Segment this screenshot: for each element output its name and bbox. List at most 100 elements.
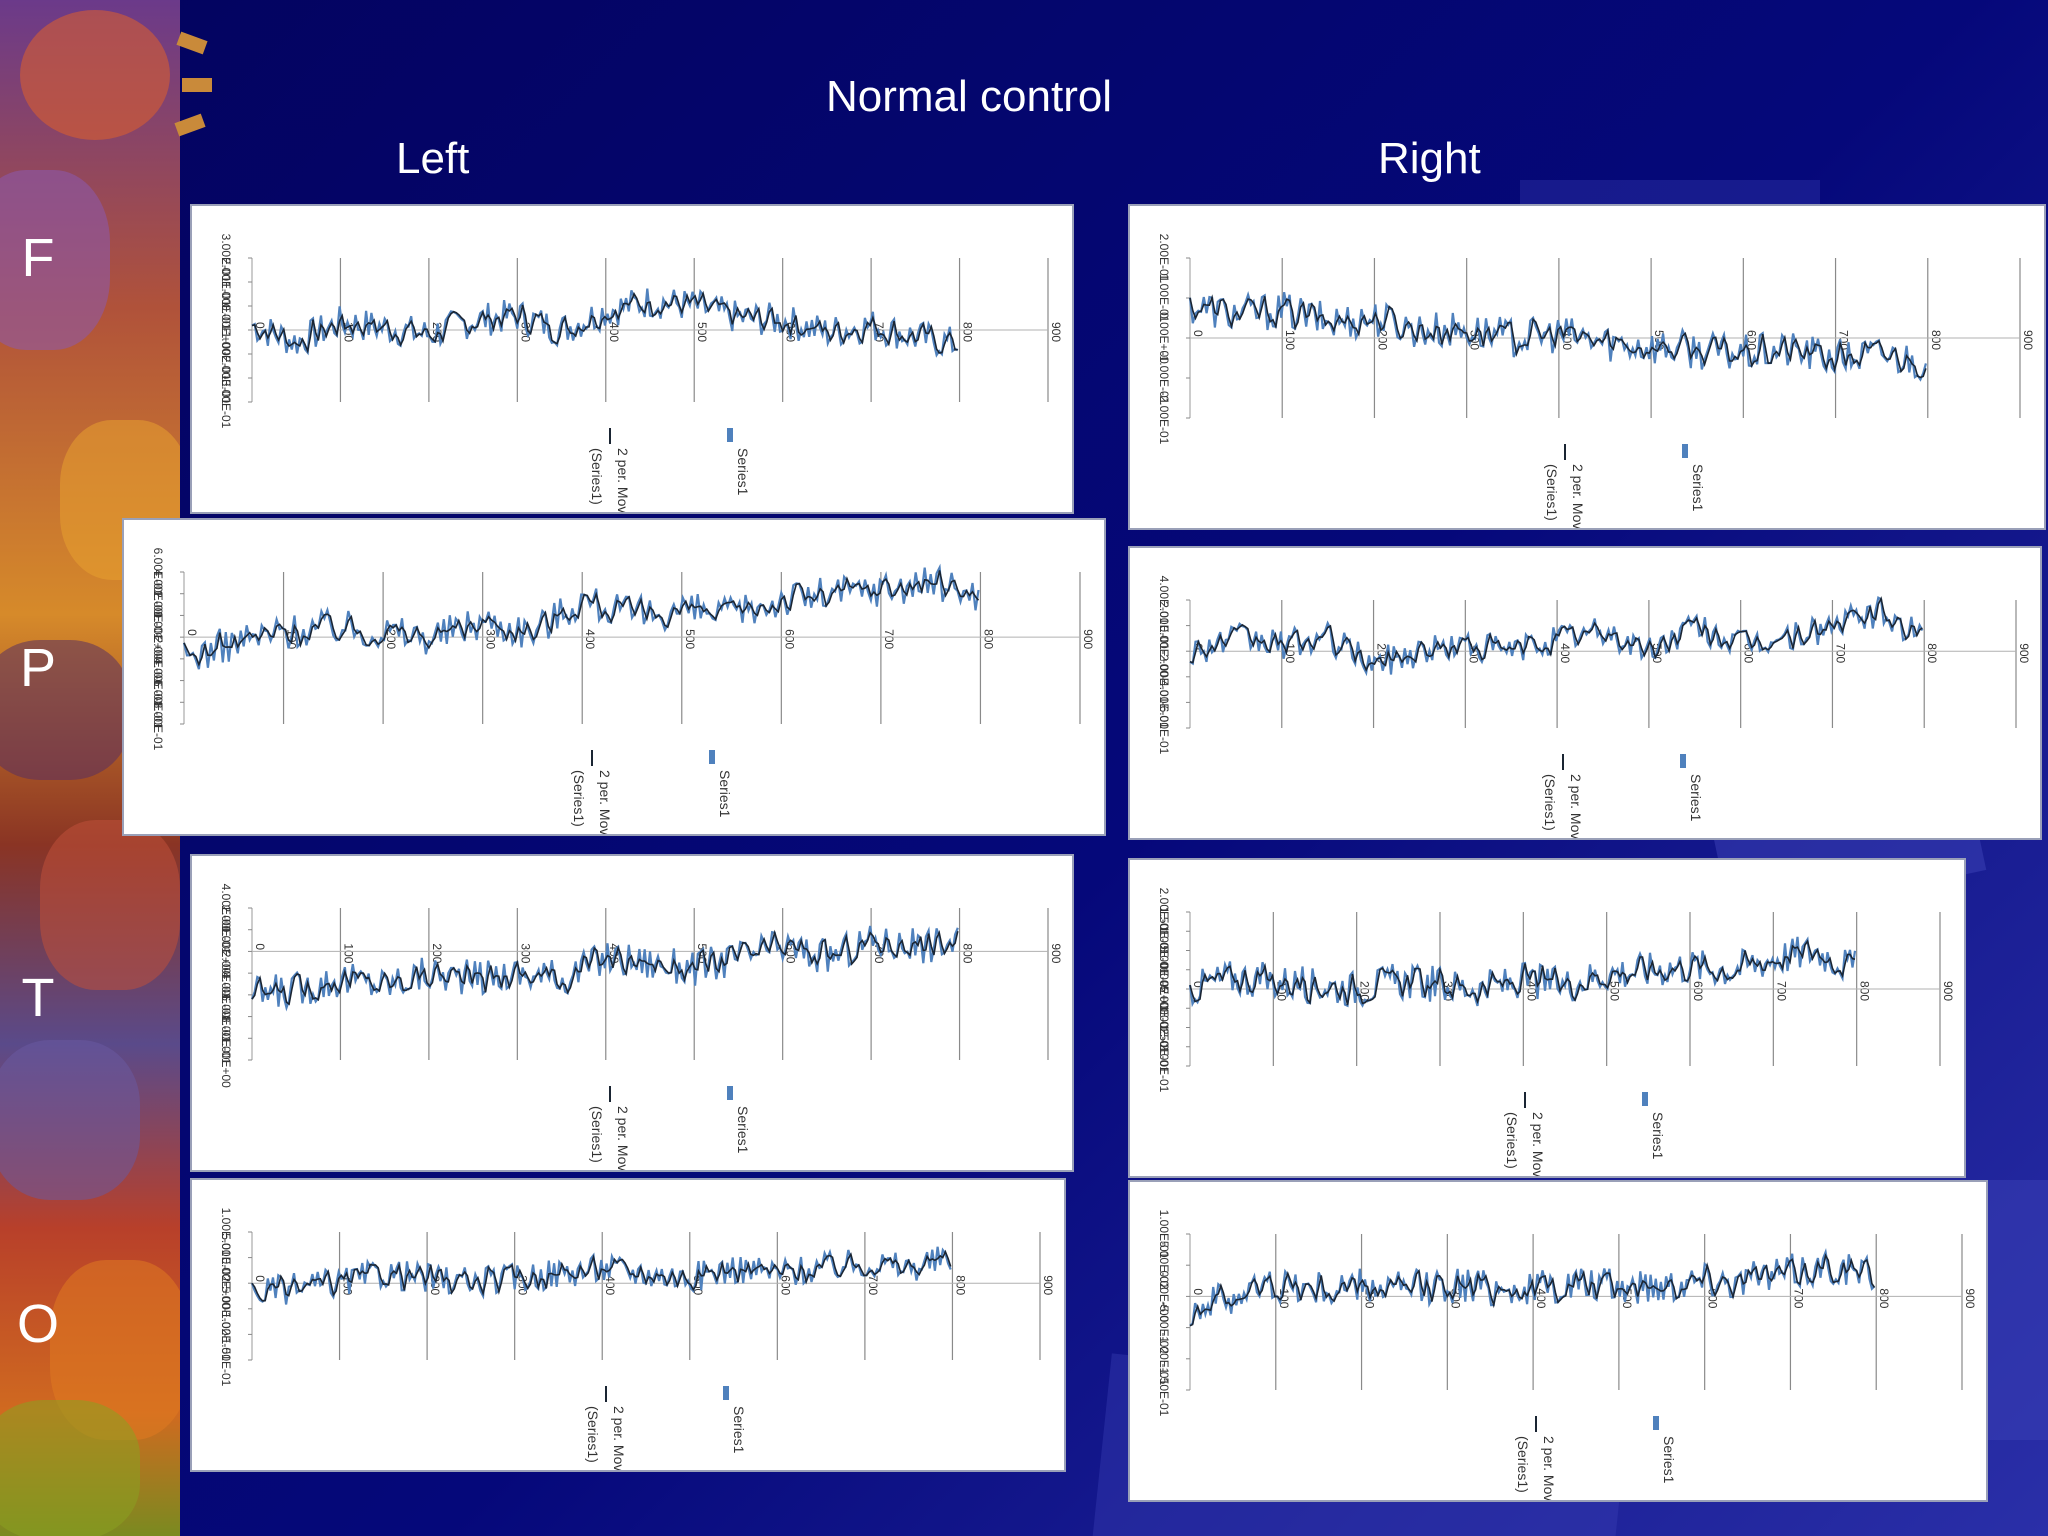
y-tick-label: -2.00E-01: [1157, 650, 1171, 703]
x-tick-label: 0: [1191, 1288, 1205, 1295]
column-label-right: Right: [1378, 134, 1481, 183]
x-tick-label: 800: [981, 629, 995, 649]
x-tick-label: 0: [1191, 643, 1205, 650]
legend-swatch-series1: [727, 1086, 733, 1100]
chart-svg: 0 100 200 300 400 500 600 700 800 900-1.50E-01-1.…: [1157, 1210, 1977, 1500]
x-tick-label: 0: [253, 943, 267, 950]
legend-label-moving-average-of: (Series1): [589, 1106, 605, 1163]
background-shape: [0, 1400, 140, 1536]
x-tick-label: 400: [603, 1275, 617, 1295]
legend-swatch-series1: [727, 428, 733, 442]
x-tick-label: 800: [1877, 1288, 1891, 1308]
legend-swatch-series1: [1653, 1416, 1659, 1430]
x-tick-label: 500: [683, 629, 697, 649]
chart-svg: 0 100 200 300 400 500 600 700 800 900-8.00E-01-6.…: [151, 548, 1095, 834]
series1-line: [1188, 291, 1927, 382]
x-tick-label: 900: [1049, 322, 1063, 342]
x-tick-label: 100: [341, 943, 355, 963]
x-tick-label: 200: [384, 629, 398, 649]
x-tick-label: 800: [1929, 330, 1943, 350]
y-tick-label: -1.50E-01: [1157, 1364, 1171, 1417]
y-tick-label: 3.00E-01: [219, 234, 233, 283]
legend-label-moving-average-of: (Series1): [585, 1406, 601, 1463]
legend-label-moving-average-of: (Series1): [1544, 464, 1560, 521]
y-tick-label: -1.00E-01: [1157, 1332, 1171, 1385]
legend-label-series1: Series1: [717, 770, 733, 818]
chart-svg: 0 100 200 300 400 500 600 700 800 900-6.00E-01-4.…: [1157, 576, 2031, 838]
y-tick-label: 5.00E-02: [219, 1233, 233, 1282]
slide-title: Normal control: [826, 72, 1113, 121]
legend-label-series1: Series1: [1661, 1436, 1677, 1484]
moving-average-line: [251, 929, 959, 1006]
y-tick-label: 1.50E-01: [1157, 907, 1171, 956]
y-tick-label: 0.00E+00: [1157, 312, 1171, 364]
y-tick-label: -2.00E-01: [151, 633, 165, 686]
y-tick-label: -2.00E-01: [1157, 1040, 1171, 1093]
x-tick-label: 900: [2017, 643, 2031, 663]
x-tick-label: 300: [518, 322, 532, 342]
gear-tooth: [182, 78, 212, 92]
legend-swatch-series1: [709, 750, 715, 764]
x-tick-label: 900: [1941, 981, 1955, 1001]
x-tick-label: 900: [1049, 943, 1063, 963]
x-tick-label: 0: [253, 1275, 267, 1282]
moving-average-line: [1189, 294, 1927, 379]
x-tick-label: 900: [2021, 330, 2035, 350]
y-tick-label: -6.00E-01: [1157, 702, 1171, 755]
chart-panel-frontal-right: 0 100 200 300 400 500 600 700 800 900 -2.00E-01 -1.…: [1128, 204, 2046, 530]
moving-average-line: [1189, 596, 1923, 672]
x-tick-label: 800: [1925, 643, 1939, 663]
x-tick-label: 600: [1691, 981, 1705, 1001]
y-tick-label: 0.00E+00: [1157, 963, 1171, 1015]
row-label-frontal: F: [21, 228, 55, 288]
y-tick-label: 2.00E-01: [219, 258, 233, 307]
y-tick-label: 0.00E+00: [1157, 1271, 1171, 1323]
x-tick-label: 700: [1833, 643, 1847, 663]
y-tick-label: -2.00E-01: [219, 947, 233, 1000]
x-tick-label: 300: [1468, 330, 1482, 350]
chart-svg: 0 100 200 300 400 500 600 700 800 900-1.00E+00-8.…: [219, 884, 1063, 1170]
x-tick-label: 600: [782, 629, 796, 649]
x-tick-label: 500: [695, 322, 709, 342]
legend-label-moving-average-of: (Series1): [1515, 1436, 1531, 1493]
legend-label-series1: Series1: [1688, 774, 1704, 822]
x-tick-label: 100: [1283, 330, 1297, 350]
series1-line: [250, 1246, 952, 1305]
y-tick-label: -6.00E-01: [151, 676, 165, 729]
legend-label-series1: Series1: [735, 1106, 751, 1154]
y-tick-label: -6.00E-01: [219, 990, 233, 1043]
chart-panel-frontal-left: 0 100 200 300 400 500 600 700 800 900 -3.00E-01 -2.…: [190, 204, 1074, 514]
x-tick-label: 300: [484, 629, 498, 649]
x-tick-label: 200: [430, 943, 444, 963]
x-tick-label: 800: [961, 943, 975, 963]
background-shape: [0, 170, 110, 350]
y-tick-label: -1.00E+00: [219, 1032, 233, 1088]
moving-average-line: [251, 1249, 952, 1302]
background-shape: [0, 1040, 140, 1200]
y-tick-label: 2.00E-01: [1157, 888, 1171, 937]
legend-label-moving-average: 2 per. Mov. Avg.: [615, 448, 631, 512]
chart-panel-occipital-left: 0 100 200 300 400 500 600 700 800 900 -1.50E-01 -1.…: [190, 1178, 1066, 1472]
y-tick-label: -8.00E-01: [219, 1012, 233, 1065]
legend-label-series1: Series1: [731, 1406, 747, 1454]
chart-panel-parietal-right: 0 100 200 300 400 500 600 700 800 900 -6.00E-01 -4.…: [1128, 546, 2042, 840]
x-tick-label: 400: [583, 629, 597, 649]
moving-average-line: [251, 290, 958, 354]
x-tick-label: 0: [253, 322, 267, 329]
x-tick-label: 900: [1081, 629, 1095, 649]
y-tick-label: 5.00E-02: [1157, 1241, 1171, 1290]
chart-svg: 0 100 200 300 400 500 600 700 800 900-3.00E-01-2.…: [219, 234, 1063, 512]
moving-average-line: [1189, 939, 1856, 1006]
chart-svg: 0 100 200 300 400 500 600 700 800 900-1.50E-01-1.…: [219, 1208, 1055, 1470]
legend-label-moving-average-of: (Series1): [1504, 1112, 1520, 1169]
x-tick-label: 600: [778, 1275, 792, 1295]
y-tick-label: 1.00E-01: [1157, 274, 1171, 323]
x-tick-label: 700: [866, 1275, 880, 1295]
y-tick-label: -1.00E-01: [1157, 1001, 1171, 1054]
y-tick-label: -1.00E-01: [219, 328, 233, 381]
y-tick-label: -2.00E-01: [219, 352, 233, 405]
y-tick-label: 2.00E-01: [219, 905, 233, 954]
legend-label-moving-average: 2 per. Mov. Avg.: [1570, 464, 1586, 528]
x-tick-label: 800: [961, 322, 975, 342]
